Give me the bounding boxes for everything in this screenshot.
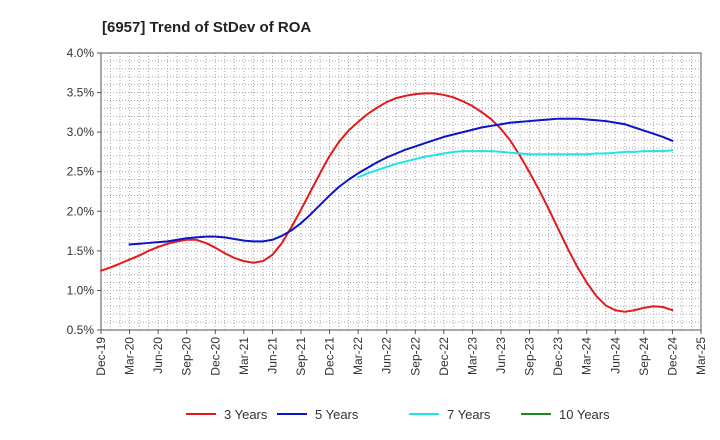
x-tick-label: Mar-24 (580, 337, 594, 375)
x-tick-label: Jun-21 (265, 337, 279, 374)
x-tick-label: Mar-23 (465, 337, 479, 375)
x-tick-label: Jun-20 (151, 337, 165, 374)
series-lines (100, 92, 674, 313)
y-tick-label: 1.0% (67, 283, 95, 297)
x-tick-label: Sep-21 (294, 337, 308, 376)
chart-title: [6957] Trend of StDev of ROA (102, 19, 311, 36)
x-tick-label: Dec-19 (94, 337, 108, 376)
x-tick-label: Mar-22 (351, 337, 365, 375)
plot-frame (100, 52, 702, 331)
y-tick-label: 2.0% (67, 204, 95, 218)
legend-label: 5 Years (315, 407, 359, 422)
legend-label: 7 Years (447, 407, 491, 422)
series-line-7-years (357, 149, 674, 179)
y-tick-label: 4.0% (67, 46, 95, 60)
axes: 0.5% 1.0% 1.5% 2.0% 2.5% 3.0% 3.5% 4.0% Dec-19 Ma… (67, 46, 708, 376)
x-tick-label: Jun-22 (380, 337, 394, 374)
legend-label: 3 Years (224, 407, 268, 422)
y-tick-label: 2.5% (67, 165, 95, 179)
y-tick-label: 3.0% (67, 125, 95, 139)
x-tick-label: Jun-24 (608, 337, 622, 374)
legend-label: 10 Years (559, 407, 610, 422)
x-tick-label: Dec-24 (665, 337, 679, 376)
x-tick-label: Sep-24 (637, 337, 651, 376)
x-tick-label: Dec-23 (551, 337, 565, 376)
x-tick-label: Mar-25 (694, 337, 708, 375)
series-line-5-years (128, 117, 674, 246)
x-tick-label: Sep-22 (408, 337, 422, 376)
grid (101, 53, 701, 330)
y-tick-label: 3.5% (67, 86, 95, 100)
y-tick-label: 0.5% (67, 323, 95, 337)
series-line-3-years (100, 92, 674, 313)
x-tick-label: Jun-23 (494, 337, 508, 374)
x-tick-label: Mar-21 (237, 337, 251, 375)
x-tick-label: Dec-22 (437, 337, 451, 376)
x-tick-label: Sep-20 (180, 337, 194, 376)
x-tick-label: Mar-20 (123, 337, 137, 375)
legend: 3 Years 5 Years 7 Years 10 Years (186, 407, 610, 422)
x-tick-label: Dec-21 (323, 337, 337, 376)
x-tick-label: Dec-20 (208, 337, 222, 376)
y-tick-label: 1.5% (67, 244, 95, 258)
x-tick-label: Sep-23 (523, 337, 537, 376)
